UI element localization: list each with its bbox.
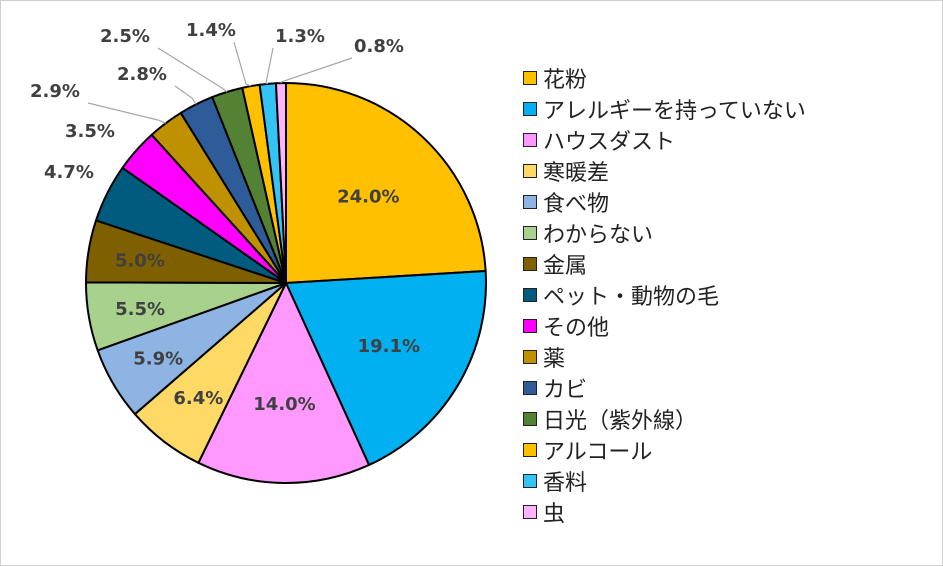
legend-label: 食べ物 (543, 191, 610, 217)
pie-slice (197, 282, 371, 484)
legend-entry: 金属 (523, 248, 933, 279)
data-label: 14.0% (253, 394, 315, 415)
legend-swatch (523, 132, 537, 147)
legend-label: わからない (543, 222, 654, 248)
data-label: 24.0% (337, 187, 399, 208)
data-label: 3.5% (65, 121, 115, 142)
legend-label: ペット・動物の毛 (543, 284, 720, 310)
legend-label: アルコール (543, 439, 653, 465)
data-label: 2.9% (30, 81, 80, 102)
legend-entry: アルコール (523, 434, 933, 465)
legend-entry: その他 (523, 310, 933, 341)
data-label: 4.7% (44, 162, 94, 183)
data-label: 5.5% (115, 299, 165, 320)
leader-line (233, 41, 252, 87)
pie-slice (285, 270, 487, 466)
legend: 花粉アレルギーを持っていない ハウスダスト 寒暖差食べ物わからない金属ペット・動物の… (523, 62, 933, 527)
data-label: 0.8% (354, 36, 404, 57)
legend-swatch (523, 163, 537, 178)
legend-swatch (523, 411, 537, 426)
legend-swatch (523, 256, 537, 271)
legend-entry: カビ (523, 372, 933, 403)
data-label: 1.4% (186, 20, 236, 41)
legend-label: 薬 (543, 346, 566, 372)
leader-line (265, 47, 274, 85)
legend-entry: わからない (523, 217, 933, 248)
legend-label: 花粉 (543, 67, 588, 93)
legend-label: 香料 (543, 470, 588, 496)
legend-swatch (523, 287, 537, 302)
legend-entry: 日光（紫外線） (523, 403, 933, 434)
pie-slice (285, 82, 487, 284)
legend-label: 虫 (543, 501, 566, 527)
leader-line (157, 47, 228, 93)
data-label: 6.4% (173, 388, 223, 409)
legend-swatch (523, 442, 537, 457)
legend-entry: 虫 (523, 496, 933, 527)
data-label: 2.8% (117, 64, 167, 85)
leader-line (174, 85, 197, 105)
legend-entry: ペット・動物の毛 (523, 279, 933, 310)
legend-label: 金属 (543, 253, 588, 279)
legend-swatch (523, 101, 537, 116)
data-label: 2.5% (100, 26, 150, 47)
legend-label: カビ (543, 377, 588, 403)
leader-line (87, 102, 166, 124)
legend-entry: 香料 (523, 465, 933, 496)
legend-swatch (523, 225, 537, 240)
legend-swatch (523, 380, 537, 395)
legend-swatch (523, 504, 537, 519)
legend-entry: ハウスダスト (523, 124, 933, 155)
legend-entry: 薬 (523, 341, 933, 372)
legend-swatch (523, 70, 537, 85)
legend-label: ハウスダスト (543, 129, 676, 155)
data-label: 5.9% (133, 349, 183, 370)
legend-swatch (523, 349, 537, 364)
legend-entry: 花粉 (523, 62, 933, 93)
legend-entry: アレルギーを持っていない (523, 93, 933, 124)
legend-entry: 食べ物 (523, 186, 933, 217)
legend-label: 日光（紫外線） (543, 408, 698, 434)
legend-label: 寒暖差 (543, 160, 610, 186)
data-label: 19.1% (358, 336, 420, 357)
legend-label: アレルギーを持っていない (543, 98, 806, 124)
legend-swatch (523, 473, 537, 488)
legend-swatch (523, 318, 537, 333)
data-label: 1.3% (275, 26, 325, 47)
data-label: 5.0% (115, 250, 165, 271)
legend-label: その他 (543, 315, 610, 341)
legend-swatch (523, 194, 537, 209)
legend-entry: 寒暖差 (523, 155, 933, 186)
leader-line (280, 57, 353, 84)
